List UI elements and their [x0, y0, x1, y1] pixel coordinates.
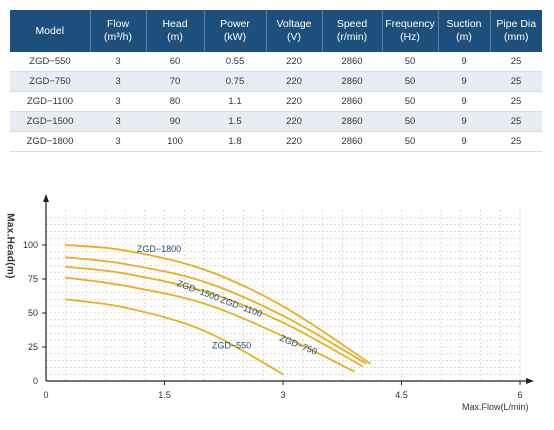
- x-tick-label: 3: [280, 390, 285, 400]
- series-line: [64, 256, 367, 365]
- cell-speed: 2860: [322, 52, 382, 72]
- y-axis-arrow: [43, 194, 49, 202]
- cell-head: 90: [146, 111, 204, 132]
- cell-voltage: 220: [266, 131, 322, 152]
- series-label: ZGD−1100: [219, 295, 263, 319]
- series-line: [64, 298, 284, 376]
- cell-power: 0.75: [204, 71, 266, 92]
- cell-flow: 3: [90, 131, 146, 152]
- series-label: ZGD−750: [278, 333, 318, 357]
- spec-table: Model Flow (m³/h) Head (m) Power (kW) Volta…: [10, 10, 542, 152]
- series-line: [64, 244, 371, 365]
- cell-pipe-dia: 25: [490, 52, 542, 72]
- x-tick-label: 1.5: [158, 390, 171, 400]
- cell-power: 1.8: [204, 131, 266, 152]
- series-line: [64, 265, 363, 367]
- cell-voltage: 220: [266, 52, 322, 72]
- y-tick-label: 75: [28, 274, 38, 284]
- cell-head: 60: [146, 52, 204, 72]
- cell-suction: 9: [438, 52, 490, 72]
- table-row: ZGD−550 3 60 0.55 220 2860 50 9 25: [10, 52, 542, 72]
- cell-flow: 3: [90, 91, 146, 112]
- y-tick-label: 25: [28, 342, 38, 352]
- cell-voltage: 220: [266, 91, 322, 112]
- table-row: ZGD−1800 3 100 1.8 220 2860 50 9 25: [10, 131, 542, 152]
- cell-head: 100: [146, 131, 204, 152]
- header-frequency: Frequency (Hz): [382, 10, 439, 52]
- cell-voltage: 220: [266, 71, 322, 92]
- series-label: ZGD−550: [212, 340, 251, 350]
- cell-pipe-dia: 25: [490, 91, 542, 112]
- cell-power: 0.55: [204, 52, 266, 72]
- x-tick-label: 0: [43, 390, 48, 400]
- series-line: [64, 276, 355, 373]
- cell-suction: 9: [438, 71, 490, 92]
- header-speed: Speed (r/min): [322, 10, 383, 52]
- cell-pipe-dia: 25: [490, 71, 542, 92]
- cell-frequency: 50: [382, 131, 438, 152]
- cell-frequency: 50: [382, 111, 438, 132]
- cell-suction: 9: [438, 91, 490, 112]
- cell-model: ZGD−1500: [10, 111, 90, 132]
- cell-flow: 3: [90, 71, 146, 92]
- cell-suction: 9: [438, 131, 490, 152]
- cell-pipe-dia: 25: [490, 111, 542, 132]
- cell-flow: 3: [90, 111, 146, 132]
- cell-voltage: 220: [266, 111, 322, 132]
- y-tick-label: 0: [33, 376, 38, 386]
- cell-frequency: 50: [382, 52, 438, 72]
- table-header-row: Model Flow (m³/h) Head (m) Power (kW) Volta…: [10, 10, 542, 52]
- table-row: ZGD−750 3 70 0.75 220 2860 50 9 25: [10, 71, 542, 92]
- cell-model: ZGD−750: [10, 71, 90, 92]
- header-model: Model: [10, 10, 91, 52]
- header-flow: Flow (m³/h): [90, 10, 147, 52]
- header-voltage: Voltage (V): [266, 10, 323, 52]
- cell-pipe-dia: 25: [490, 131, 542, 152]
- cell-speed: 2860: [322, 71, 382, 92]
- cell-flow: 3: [90, 52, 146, 72]
- cell-speed: 2860: [322, 111, 382, 132]
- x-axis-title: Max.Flow(L/min): [462, 402, 529, 412]
- cell-speed: 2860: [322, 131, 382, 152]
- cell-speed: 2860: [322, 91, 382, 112]
- x-tick-label: 4.5: [395, 390, 408, 400]
- table-row: ZGD−1500 3 90 1.5 220 2860 50 9 25: [10, 111, 542, 132]
- cell-model: ZGD−1800: [10, 131, 90, 152]
- y-tick-label: 50: [28, 308, 38, 318]
- x-tick-label: 6: [517, 390, 522, 400]
- y-tick-label: 100: [23, 240, 38, 250]
- cell-model: ZGD−550: [10, 52, 90, 72]
- series-label: ZGD−1800: [137, 244, 181, 254]
- y-axis-title: Max.Head(m): [4, 213, 16, 279]
- x-axis-arrow: [526, 378, 534, 384]
- cell-suction: 9: [438, 111, 490, 132]
- cell-head: 80: [146, 91, 204, 112]
- header-head: Head (m): [146, 10, 205, 52]
- cell-model: ZGD−1100: [10, 91, 90, 112]
- header-pipe-dia: Pipe Dia (mm): [490, 10, 542, 52]
- cell-frequency: 50: [382, 91, 438, 112]
- cell-head: 70: [146, 71, 204, 92]
- header-suction: Suction (m): [438, 10, 491, 52]
- cell-frequency: 50: [382, 71, 438, 92]
- table-row: ZGD−1100 3 80 1.1 220 2860 50 9 25: [10, 91, 542, 112]
- cell-power: 1.5: [204, 111, 266, 132]
- header-power: Power (kW): [204, 10, 267, 52]
- cell-power: 1.1: [204, 91, 266, 112]
